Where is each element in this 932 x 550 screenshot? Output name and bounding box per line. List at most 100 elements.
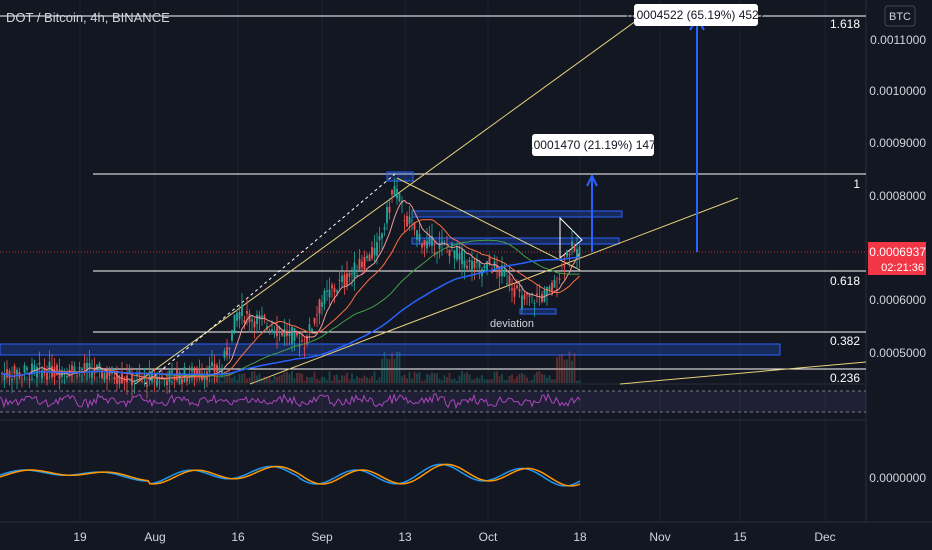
volume-bar [98, 379, 101, 383]
candle-body [476, 258, 478, 263]
volume-bar [176, 374, 178, 383]
volume-bar [93, 376, 96, 383]
volume-bar [426, 373, 428, 383]
volume-bar [498, 376, 501, 383]
volume-bar [496, 371, 498, 383]
candle-body [373, 247, 376, 256]
time-tick: 19 [73, 530, 87, 544]
candle-body [148, 371, 151, 380]
volume-bar [483, 379, 486, 383]
volume-bar [383, 351, 386, 383]
volume-bar [78, 371, 81, 383]
candle-body [416, 230, 418, 240]
volume-bar [448, 372, 451, 383]
volume-bar [276, 376, 278, 383]
candle-body [238, 312, 241, 320]
candle-body [6, 369, 8, 378]
volume-bar [148, 380, 151, 383]
candle-body [496, 265, 498, 269]
candle-body [66, 375, 68, 378]
price-tick: 0.0008000 [869, 189, 926, 203]
candle-body [263, 315, 266, 318]
candle-body [31, 363, 33, 375]
candle-body [576, 249, 578, 259]
volume-bar [206, 380, 208, 383]
candle-body [78, 366, 81, 370]
volume-bar [508, 375, 511, 383]
volume-bar [221, 380, 223, 383]
candle-body [343, 274, 346, 286]
candle-body [286, 330, 288, 336]
volume-bar [86, 373, 88, 383]
volume-bar [358, 377, 361, 383]
candle-body [341, 275, 343, 283]
volume-bar [81, 374, 83, 383]
candle-body [56, 364, 58, 376]
candle-body [228, 347, 231, 350]
volume-bar [381, 358, 383, 383]
volume-bar [458, 375, 461, 383]
volume-bar [331, 380, 333, 383]
volume-bar [576, 380, 578, 383]
candle-body [136, 373, 138, 376]
candle-body [578, 246, 581, 258]
svg-text:02:21:36: 02:21:36 [881, 262, 924, 274]
candle-body [191, 367, 193, 372]
time-tick: 18 [573, 530, 587, 544]
candle-body [338, 280, 341, 282]
volume-bar [491, 379, 493, 383]
volume-bar [186, 379, 188, 383]
fib-label-1618: 1.618 [830, 17, 860, 31]
volume-bars [1, 351, 581, 383]
volume-bar [401, 376, 403, 383]
candle-body [571, 241, 573, 247]
candle-body [28, 379, 31, 380]
candle-body [558, 278, 561, 280]
candle-body [33, 365, 36, 373]
volume-bar [13, 375, 16, 383]
volume-bar [336, 374, 338, 383]
volume-bar [76, 380, 78, 383]
volume-bar [563, 359, 566, 383]
volume-bar [556, 357, 558, 383]
volume-bar [543, 374, 546, 383]
candle-body [573, 246, 576, 252]
candle-body [508, 275, 511, 285]
candle-body [303, 348, 306, 349]
volume-bar [108, 376, 111, 383]
candle-body [198, 368, 201, 379]
volume-bar [248, 377, 251, 383]
candle-body [236, 312, 238, 321]
rsi-band [0, 391, 866, 412]
volume-bar [338, 379, 341, 383]
volume-bar [273, 375, 276, 383]
volume-bar [548, 375, 551, 383]
volume-bar [103, 374, 106, 383]
volume-bar [51, 380, 53, 383]
volume-bar [216, 375, 218, 383]
candle-body [441, 241, 443, 244]
candle-body [503, 270, 506, 277]
volume-bar [23, 376, 26, 383]
candle-body [293, 328, 296, 341]
candle-body [516, 285, 518, 289]
volume-bar [456, 380, 458, 383]
candle-body [248, 313, 251, 323]
candle-body [291, 327, 293, 344]
top-zone [386, 171, 414, 182]
candle-body [223, 350, 226, 358]
candle-body [3, 373, 6, 381]
candle-body [403, 220, 406, 221]
candle-body [166, 380, 168, 386]
volume-bar [371, 376, 373, 383]
currency-badge[interactable] [884, 5, 916, 27]
trendline-lower [249, 197, 739, 385]
candle-body [11, 378, 13, 381]
candle-body [208, 365, 211, 373]
volume-bar [403, 374, 406, 383]
candle-body [41, 370, 43, 379]
candle-body [48, 361, 51, 372]
volume-bar [503, 379, 506, 383]
candle-body [358, 258, 361, 270]
